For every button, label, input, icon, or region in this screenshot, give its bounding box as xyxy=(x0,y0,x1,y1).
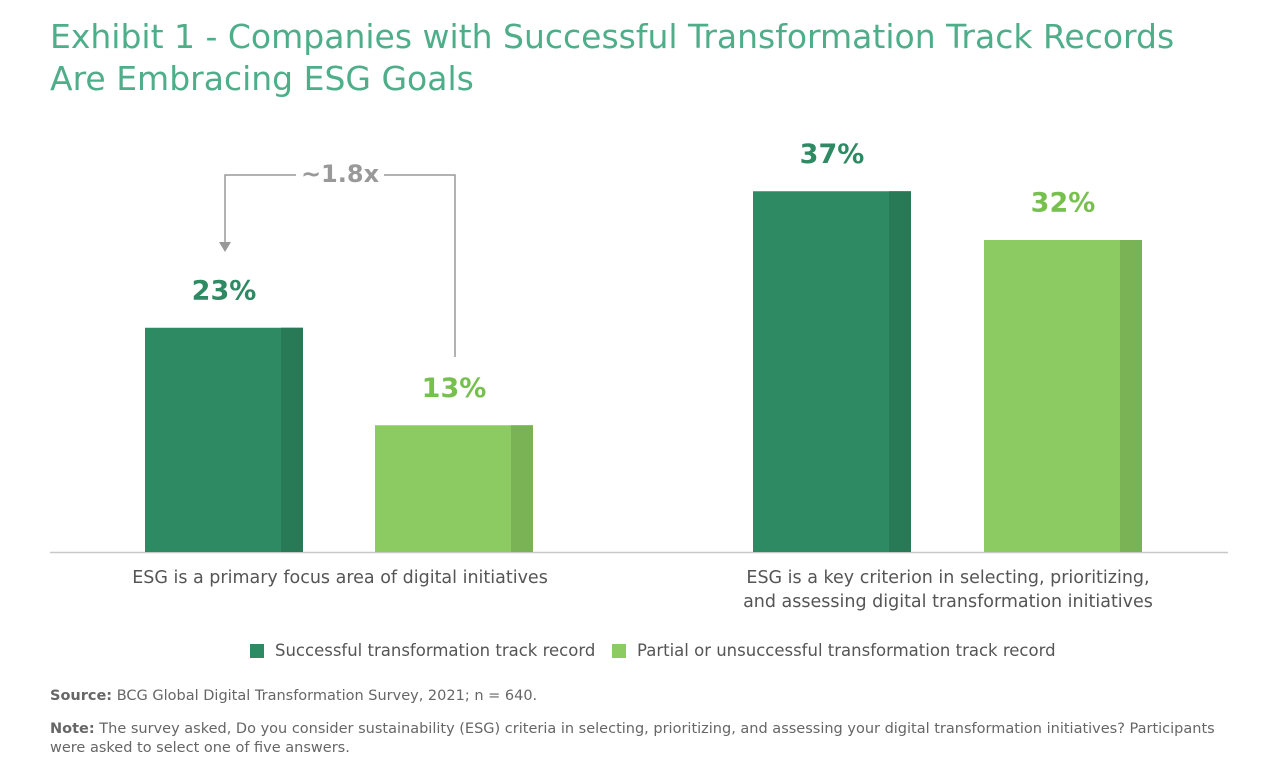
connector xyxy=(224,174,296,244)
data-label: 37% xyxy=(800,139,865,170)
x-tick-label: ESG is a key criterion in selecting, pri… xyxy=(743,568,1153,612)
note: Note: The survey asked, Do you consider … xyxy=(50,720,1230,758)
legend-item: Successful transformation track record xyxy=(250,641,595,660)
arrowhead xyxy=(219,242,231,252)
bar xyxy=(145,327,303,552)
data-label: 13% xyxy=(422,373,487,404)
annotation: ~1.8x xyxy=(301,160,380,188)
data-label: 23% xyxy=(192,275,257,306)
data-label: 32% xyxy=(1031,188,1096,219)
legend-item: Partial or unsuccessful transformation t… xyxy=(612,641,1056,660)
x-tick-label: ESG is a primary focus area of digital i… xyxy=(132,568,548,588)
note-label: Note: xyxy=(50,721,95,737)
bar xyxy=(753,191,911,552)
chart-title: Exhibit 1 - Companies with Successful Tr… xyxy=(50,17,1175,98)
bar xyxy=(984,240,1142,552)
legend-label: Successful transformation track record xyxy=(275,641,596,660)
note-text: The survey asked, Do you consider sustai… xyxy=(50,721,1215,756)
legend-swatch xyxy=(612,643,626,658)
legend-label: Partial or unsuccessful transformation t… xyxy=(637,641,1056,660)
bar xyxy=(375,425,533,552)
source: Source: BCG Global Digital Transformatio… xyxy=(50,687,1230,706)
source-text: BCG Global Digital Transformation Survey… xyxy=(116,688,538,704)
legend-swatch xyxy=(250,643,264,658)
source-label: Source: xyxy=(50,688,113,704)
connector xyxy=(384,174,456,357)
